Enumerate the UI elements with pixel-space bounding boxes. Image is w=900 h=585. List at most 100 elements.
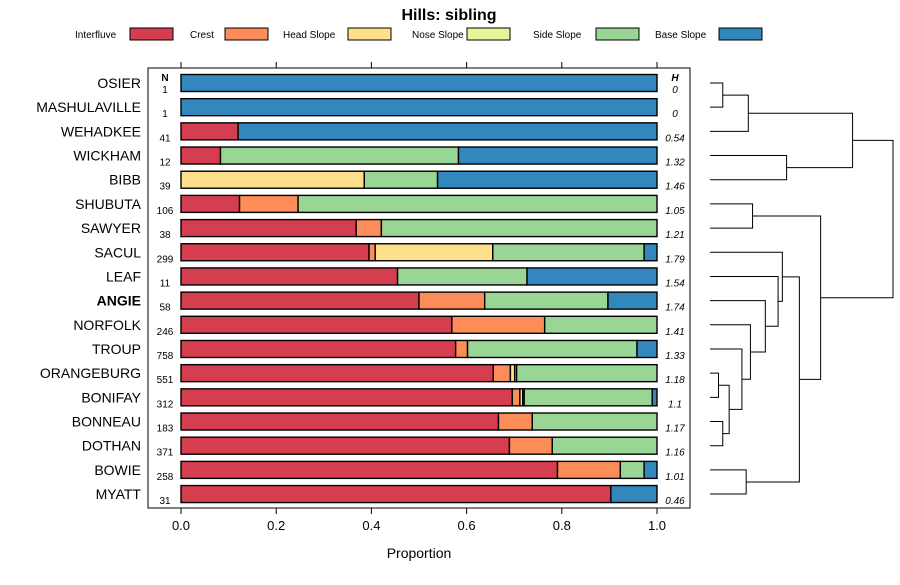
dendrogram-link-14: [746, 276, 800, 483]
dendrogram-link-7: [718, 384, 730, 435]
bar-segment-crest: [238, 194, 299, 214]
h-value: 1.32: [665, 158, 685, 169]
row-label: WICKHAM: [73, 148, 141, 164]
row-osier: OSIER 1 0: [97, 73, 678, 96]
x-tick-label: 0.2: [267, 518, 285, 533]
n-value: 551: [157, 375, 174, 386]
legend: Interfluve Crest Head Slope Nose Slope Side …: [75, 27, 763, 41]
bar-segment-side-slope: [380, 218, 658, 238]
bar-segment-crest: [451, 315, 546, 334]
row-sacul: SACUL 299 1.79: [94, 243, 685, 265]
row-norfolk: NORFOLK 246 1.41: [73, 315, 685, 338]
x-tick-label: 0.4: [362, 518, 380, 533]
bar-segment-interfluve: [180, 194, 241, 214]
dendrogram-link-9: [710, 324, 751, 380]
bar-segment-side-slope: [483, 291, 609, 310]
bar-segment-base-slope: [237, 122, 658, 141]
row-sawyer: SAWYER 38 1.21: [81, 218, 685, 241]
n-value: 371: [157, 448, 174, 459]
row-label: BONIFAY: [81, 389, 141, 405]
row-troup: TROUP 758 1.33: [92, 339, 685, 362]
bar-segment-interfluve: [180, 363, 494, 383]
row-dothan: DOTHAN 371 1.16: [82, 436, 685, 459]
h-value: 1.01: [665, 472, 684, 483]
row-label: LEAF: [106, 268, 141, 284]
row-label: BONNEAU: [72, 414, 141, 430]
bar-segment-head-slope: [374, 243, 494, 262]
h-value: 1.17: [665, 424, 685, 435]
bar-segment-crest: [418, 291, 486, 310]
row-label: MYATT: [96, 486, 142, 502]
row-label: NORFOLK: [73, 317, 141, 333]
x-tick-label: 0.8: [553, 518, 571, 533]
bar-segment-side-slope: [531, 412, 658, 431]
row-label: TROUP: [92, 341, 141, 357]
bar-segment-crest: [556, 460, 622, 480]
h-column-header: H: [671, 73, 679, 84]
bar-segment-crest: [508, 436, 553, 455]
n-column-header: N: [161, 73, 168, 84]
legend-label-side-slope: Side Slope: [533, 30, 582, 41]
h-value: 0: [672, 85, 678, 96]
bar-segment-side-slope: [619, 460, 645, 480]
row-label: MASHULAVILLE: [36, 99, 141, 115]
bar-segment-interfluve: [180, 267, 399, 286]
bar-segment-side-slope: [515, 363, 658, 383]
bar-segment-interfluve: [180, 218, 357, 238]
legend-label-interfluve: Interfluve: [75, 30, 117, 41]
bar-segment-interfluve: [180, 339, 457, 359]
row-label: OSIER: [97, 75, 141, 91]
chart-title: Hills: sibling: [401, 7, 496, 24]
legend-label-head-slope: Head Slope: [283, 30, 336, 41]
h-value: 1.79: [665, 254, 685, 265]
x-tick-label: 0.0: [172, 518, 190, 533]
plot-frame: [147, 67, 691, 509]
row-wickham: WICKHAM 12 1.32: [73, 146, 685, 169]
x-tick-label: 0.6: [458, 518, 476, 533]
row-bowie: BOWIE 258 1.01: [94, 460, 685, 483]
legend-swatch-nose-slope: [466, 27, 511, 41]
dendrogram-link-8: [710, 348, 743, 410]
bar-segment-interfluve: [180, 460, 559, 480]
bar-segment-interfluve: [180, 412, 500, 431]
bar-segment-base-slope: [457, 146, 658, 165]
bar-segment-base-slope: [651, 388, 658, 407]
legend-label-crest: Crest: [190, 30, 214, 41]
h-value: 0.54: [665, 133, 685, 144]
bar-segment-base-slope: [643, 460, 658, 480]
row-myatt: MYATT 31 0.46: [96, 484, 685, 507]
row-bonifay: BONIFAY 312 1.1: [81, 388, 682, 410]
bar-segment-crest: [492, 363, 512, 383]
row-bibb: BIBB 39 1.46: [109, 170, 685, 193]
bar-segment-base-slope: [526, 267, 658, 286]
h-value: 1.05: [665, 206, 685, 217]
dendrogram-link-11: [710, 275, 779, 327]
bar-segment-base-slope: [180, 73, 658, 93]
row-label: SACUL: [94, 244, 141, 260]
row-angie: ANGIE 58 1.74: [97, 291, 685, 314]
top-axis-ticks: [180, 62, 658, 68]
row-mashulaville: MASHULAVILLE 1 0: [36, 97, 678, 120]
dendrogram-link-3: [748, 112, 854, 169]
bar-segment-crest: [511, 388, 521, 407]
bar-segment-side-slope: [551, 436, 658, 455]
bar-segment-base-slope: [607, 291, 658, 310]
dendrogram-link-6: [710, 421, 724, 447]
n-value: 299: [157, 254, 174, 265]
legend-swatch-crest: [224, 27, 269, 41]
bar-segment-crest: [454, 339, 469, 359]
h-value: 1.1: [668, 399, 682, 410]
x-axis: 0.0 0.2 0.4 0.6 0.8 1.0: [172, 508, 666, 533]
bar-segment-interfluve: [180, 291, 420, 310]
row-wehadkee: WEHADKEE 41 0.54: [61, 122, 685, 144]
h-value: 1.46: [665, 182, 685, 193]
dendrogram-link-0: [710, 82, 724, 108]
n-value: 39: [159, 182, 171, 193]
dendrogram-link-13: [710, 469, 747, 495]
n-value: 312: [157, 399, 174, 410]
n-value: 758: [157, 351, 174, 362]
n-value: 41: [159, 133, 171, 144]
row-bonneau: BONNEAU 183 1.17: [72, 412, 685, 435]
dendrogram-link-1: [710, 94, 749, 132]
h-value: 0: [672, 109, 678, 120]
